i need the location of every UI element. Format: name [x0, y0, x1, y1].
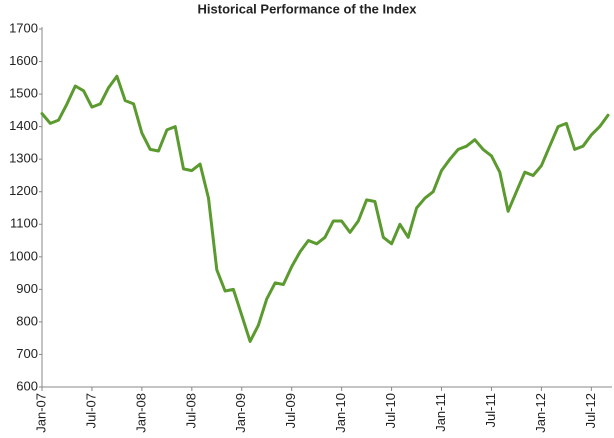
- line-series: [40, 74, 610, 343]
- y-tick-label: 1000: [9, 248, 38, 263]
- y-tick-label: 1100: [10, 216, 38, 231]
- x-tick-label: Jul-10: [383, 393, 398, 428]
- y-tick-label: 800: [16, 313, 38, 328]
- x-tick-label: Jan-12: [533, 393, 548, 433]
- x-tick-label: Jul-09: [283, 393, 298, 428]
- chart-title: Historical Performance of the Index: [198, 1, 418, 16]
- y-tick-label: 1200: [9, 183, 38, 198]
- x-tick-label: Jul-11: [483, 393, 498, 427]
- x-tick-label: Jan-11: [433, 393, 448, 432]
- x-tick-label: Jan-09: [233, 393, 248, 433]
- y-tick-label: 600: [16, 378, 38, 393]
- x-tick-label: Jul-08: [183, 393, 198, 428]
- x-tick-label: Jan-08: [133, 393, 148, 433]
- x-tick-label: Jul-12: [583, 393, 598, 428]
- y-tick-label: 700: [16, 346, 38, 361]
- y-tick-label: 1600: [9, 53, 38, 68]
- y-tick-label: 1400: [9, 118, 38, 133]
- y-tick-label: 1300: [9, 151, 38, 166]
- y-tick-label: 1500: [9, 86, 38, 101]
- y-tick-label: 900: [16, 281, 38, 296]
- y-tick-label: 1700: [9, 20, 38, 35]
- x-tick-label: Jul-07: [83, 393, 98, 428]
- x-tick-label: Jan-07: [33, 393, 48, 433]
- x-tick-label: Jan-10: [333, 393, 348, 433]
